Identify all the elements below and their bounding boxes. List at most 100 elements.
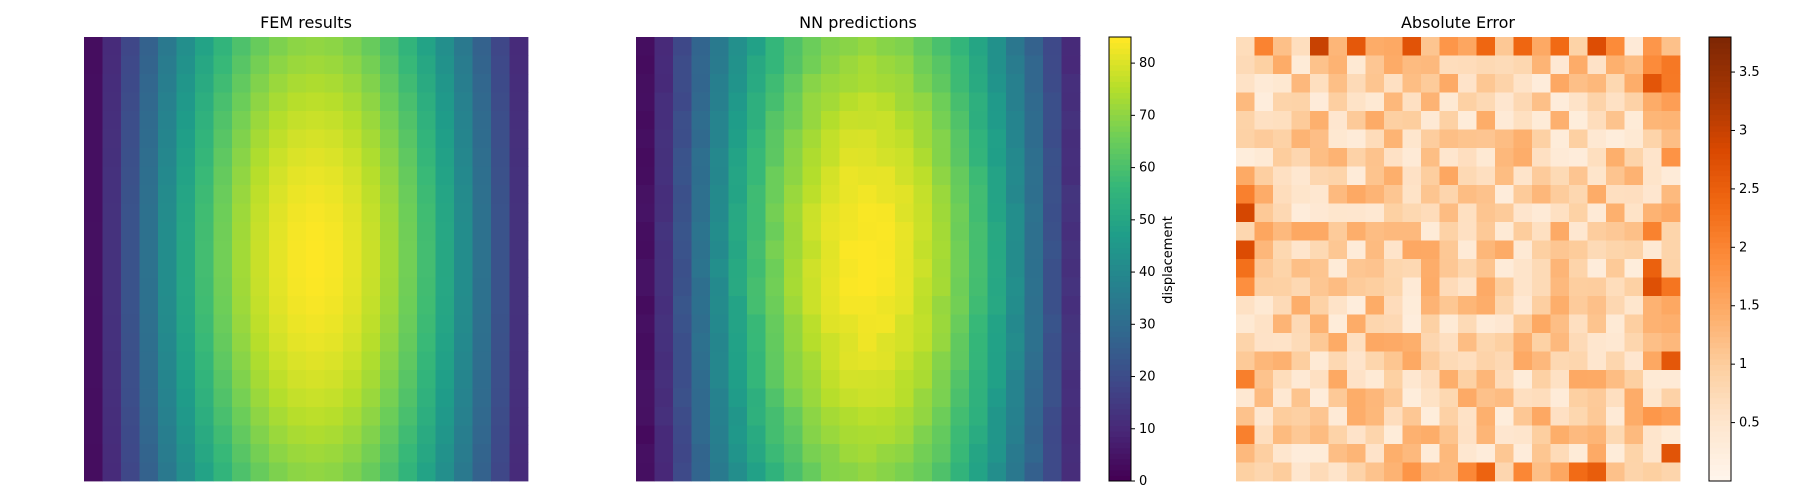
heatmap-cell xyxy=(1384,370,1403,389)
heatmap-cell xyxy=(1024,111,1044,130)
heatmap-cell xyxy=(1476,259,1496,278)
heatmap-cell xyxy=(691,462,711,482)
heatmap-cell xyxy=(654,314,674,334)
heatmap-cell xyxy=(1513,37,1533,56)
heatmap-cell xyxy=(176,351,196,371)
heatmap-cell xyxy=(287,74,307,93)
colorbar-segment xyxy=(1709,247,1731,254)
heatmap-cell xyxy=(1061,314,1081,334)
heatmap-cell xyxy=(213,203,233,223)
colorbar-segment xyxy=(1109,386,1131,393)
heatmap-cell xyxy=(1236,277,1255,297)
heatmap-cell xyxy=(876,129,896,149)
heatmap-cell xyxy=(324,259,344,278)
heatmap-cell xyxy=(1439,407,1459,426)
colorbar-segment xyxy=(1709,181,1731,188)
heatmap-cell xyxy=(287,296,307,315)
heatmap-cell xyxy=(876,222,896,241)
heatmap-cell xyxy=(1043,296,1062,315)
heatmap-cell xyxy=(839,185,859,204)
heatmap-cell xyxy=(895,111,914,130)
heatmap-cell xyxy=(1513,92,1533,112)
heatmap-cell xyxy=(1587,74,1607,93)
heatmap-cell xyxy=(1291,407,1311,426)
heatmap-cell xyxy=(380,425,399,445)
heatmap-cell xyxy=(1384,277,1403,297)
heatmap-cell xyxy=(472,333,492,352)
heatmap-cell xyxy=(932,370,951,389)
colorbar-segment xyxy=(1109,347,1131,354)
heatmap-cell xyxy=(728,240,748,260)
heatmap-cell xyxy=(1347,111,1366,130)
heatmap-cell xyxy=(1458,425,1477,445)
heatmap-cell xyxy=(435,388,455,408)
heatmap-cell xyxy=(710,203,729,223)
heatmap-cell xyxy=(636,148,655,167)
colorbar-segment xyxy=(1109,308,1131,315)
heatmap-cell xyxy=(176,55,196,75)
colorbar-segment xyxy=(1109,431,1131,438)
heatmap-cell xyxy=(195,425,214,445)
heatmap-cell xyxy=(839,148,859,167)
heatmap-cell xyxy=(747,425,766,445)
heatmap-cell xyxy=(1550,185,1570,204)
heatmap-cell xyxy=(232,37,251,56)
heatmap-cell xyxy=(158,92,177,112)
heatmap-cell xyxy=(213,296,233,315)
heatmap-cell xyxy=(1550,37,1570,56)
heatmap-cell xyxy=(324,351,344,371)
heatmap-cell xyxy=(1569,462,1588,482)
heatmap-cell xyxy=(987,333,1007,352)
heatmap-cell xyxy=(232,388,251,408)
heatmap-cell xyxy=(398,240,418,260)
heatmap-cell xyxy=(1606,351,1625,371)
heatmap-cell xyxy=(876,185,896,204)
heatmap-cell xyxy=(1328,111,1348,130)
heatmap-cell xyxy=(121,203,140,223)
heatmap-cell xyxy=(1643,129,1662,149)
heatmap-cell xyxy=(435,222,455,241)
heatmap-cell xyxy=(1643,74,1662,93)
heatmap-cell xyxy=(232,462,251,482)
heatmap-cell xyxy=(1495,277,1514,297)
heatmap-cell xyxy=(102,351,122,371)
colorbar-segment xyxy=(1709,392,1731,399)
heatmap-cell xyxy=(343,351,362,371)
heatmap-cell xyxy=(1024,314,1044,334)
heatmap-cell xyxy=(1439,111,1459,130)
heatmap-cell xyxy=(1476,444,1496,463)
heatmap-cell xyxy=(1421,462,1440,482)
heatmap-cell xyxy=(176,37,196,56)
heatmap-cell xyxy=(491,277,510,297)
heatmap-cell xyxy=(287,388,307,408)
heatmap-cell xyxy=(158,148,177,167)
heatmap-cell xyxy=(987,222,1007,241)
heatmap-cell xyxy=(1328,259,1348,278)
heatmap-cell xyxy=(380,74,399,93)
heatmap-cell xyxy=(1043,203,1062,223)
heatmap-cell xyxy=(84,55,103,75)
heatmap-cell xyxy=(636,370,655,389)
heatmap-cell xyxy=(1310,166,1329,186)
heatmap-cell xyxy=(710,462,729,482)
colorbar-segment xyxy=(1109,370,1131,377)
colorbar-segment xyxy=(1109,148,1131,155)
heatmap-cell xyxy=(1458,240,1477,260)
heatmap-cell xyxy=(1024,370,1044,389)
heatmap-cell xyxy=(454,333,473,352)
heatmap-cell xyxy=(1310,277,1329,297)
heatmap-cell xyxy=(1421,37,1440,56)
heatmap-cell xyxy=(932,314,951,334)
heatmap-cell xyxy=(1550,370,1570,389)
heatmap-cell xyxy=(1421,444,1440,463)
heatmap-cell xyxy=(102,222,122,241)
heatmap-cell xyxy=(1495,92,1514,112)
heatmap-cell xyxy=(1532,351,1551,371)
heatmap-cell xyxy=(932,222,951,241)
heatmap-cell xyxy=(802,240,822,260)
heatmap-cell xyxy=(1476,111,1496,130)
heatmap-cell xyxy=(673,333,692,352)
heatmap-cell xyxy=(269,55,288,75)
heatmap-cell xyxy=(1661,351,1681,371)
heatmap-cell xyxy=(895,277,914,297)
